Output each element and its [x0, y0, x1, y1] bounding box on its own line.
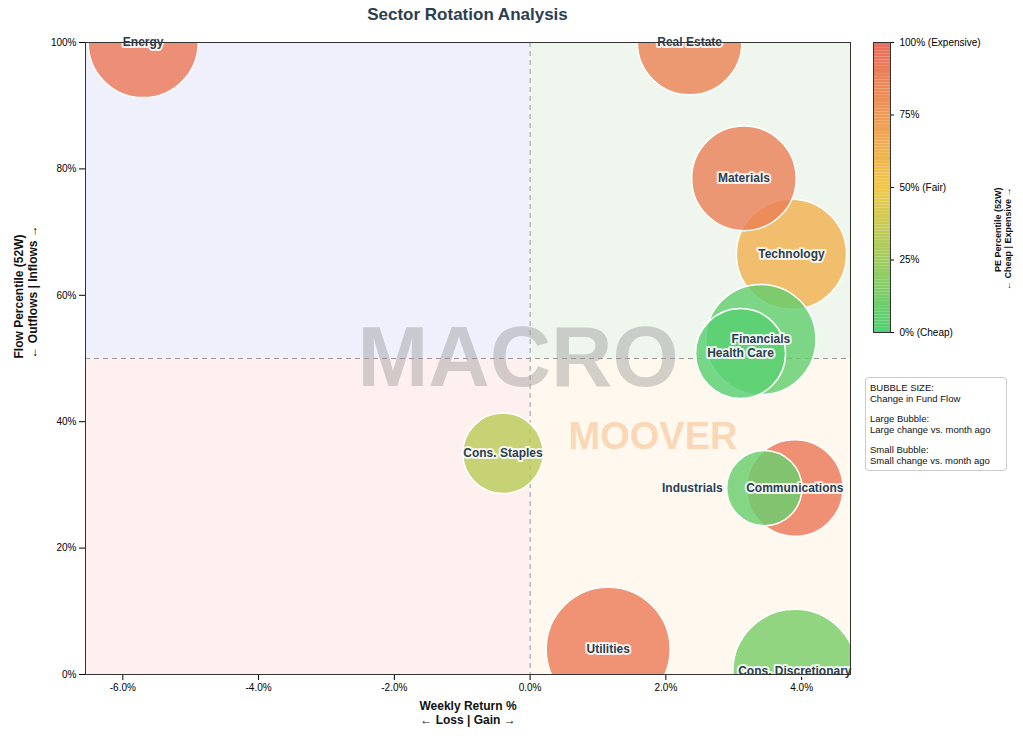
svg-text:Energy: Energy: [122, 35, 164, 50]
svg-text:Weekly Return %← Loss | Gain →: Weekly Return %← Loss | Gain →: [419, 699, 516, 727]
svg-text:Utilities: Utilities: [586, 642, 630, 656]
svg-text:MACRO: MACRO: [357, 309, 678, 404]
svg-text:80%: 80%: [56, 163, 76, 174]
svg-text:Cons. Discretionary: Cons. Discretionary: [738, 664, 852, 678]
svg-text:Industrials: Industrials: [662, 481, 723, 495]
html-text:Change in Fund Flow: Change in Fund Flow: [870, 393, 961, 404]
svg-text:50% (Fair): 50% (Fair): [900, 182, 947, 193]
svg-text:Health Care: Health Care: [707, 346, 774, 360]
svg-text:40%: 40%: [56, 416, 76, 427]
svg-text:Real Estate: Real Estate: [657, 35, 722, 50]
svg-text:0.0%: 0.0%: [519, 682, 542, 693]
svg-text:Cons. Staples: Cons. Staples: [463, 446, 543, 460]
svg-text:100% (Expensive): 100% (Expensive): [900, 37, 981, 48]
svg-text:Communications: Communications: [746, 481, 844, 495]
html-text:Small change vs. month ago: Small change vs. month ago: [870, 455, 990, 466]
svg-text:PE Percentile (52W)← Cheap | E: PE Percentile (52W)← Cheap | Expensive →: [993, 187, 1013, 290]
html-text:Large Bubble:: Large Bubble:: [870, 413, 930, 424]
svg-text:60%: 60%: [56, 290, 76, 301]
svg-text:-4.0%: -4.0%: [246, 682, 272, 693]
svg-text:MOOVER: MOOVER: [569, 415, 738, 457]
svg-text:25%: 25%: [900, 254, 920, 265]
svg-text:-6.0%: -6.0%: [110, 682, 136, 693]
svg-text:2.0%: 2.0%: [654, 682, 677, 693]
svg-text:0%: 0%: [62, 669, 77, 680]
svg-text:Materials: Materials: [718, 171, 770, 185]
html-text:BUBBLE SIZE:: BUBBLE SIZE:: [870, 382, 934, 393]
html-text:Large change vs. month ago: Large change vs. month ago: [870, 424, 991, 435]
svg-text:0% (Cheap): 0% (Cheap): [900, 327, 953, 338]
svg-text:Technology: Technology: [758, 247, 825, 261]
svg-text:4.0%: 4.0%: [790, 682, 813, 693]
svg-text:20%: 20%: [56, 542, 76, 553]
html-text:Sector Rotation Analysis: Sector Rotation Analysis: [367, 5, 568, 24]
svg-text:100%: 100%: [51, 37, 77, 48]
svg-text:Financials: Financials: [732, 332, 791, 346]
html-text:Small Bubble:: Small Bubble:: [870, 444, 929, 455]
svg-text:75%: 75%: [900, 109, 920, 120]
svg-text:Flow Percentile (52W)← Outflow: Flow Percentile (52W)← Outflows | Inflow…: [12, 225, 40, 358]
svg-text:-2.0%: -2.0%: [381, 682, 407, 693]
